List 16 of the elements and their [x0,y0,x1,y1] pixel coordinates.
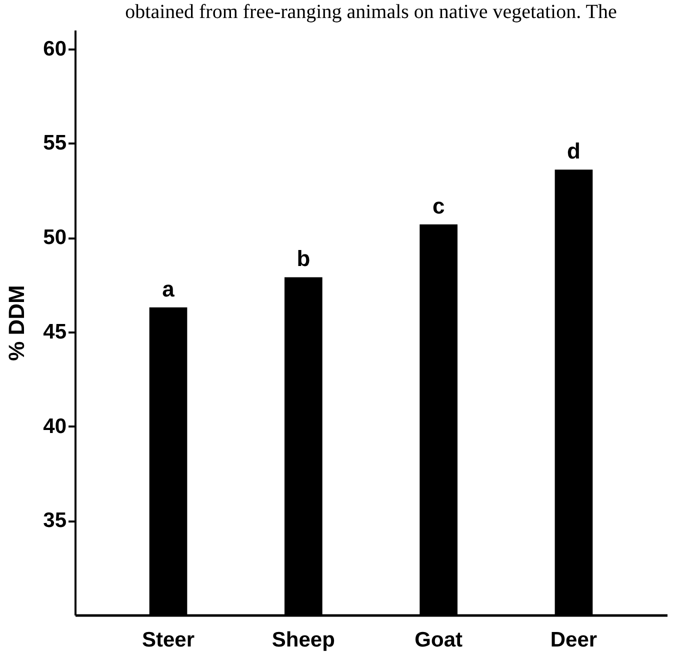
y-tick-label: 60 [43,37,66,60]
x-tick-label: Deer [550,628,598,652]
text: obtained from free-ranging animals on native vegetation. The [125,1,617,23]
annotation: a [162,276,176,302]
annotation: b [296,246,310,272]
y-tick-label: 45 [43,320,67,344]
annotation: c [432,193,445,218]
y-tick-label: 50 [43,226,66,250]
y-axis-title: % DDM [4,285,30,361]
x-tick-label: Sheep [272,628,335,652]
y-tick-label: 35 [43,509,67,532]
x-tick-label: Goat [414,628,462,652]
x-tick-label: Steer [142,628,195,652]
y-tick-label: 55 [43,132,67,155]
annotation: d [567,138,580,164]
y-tick-label: 40 [43,414,66,438]
